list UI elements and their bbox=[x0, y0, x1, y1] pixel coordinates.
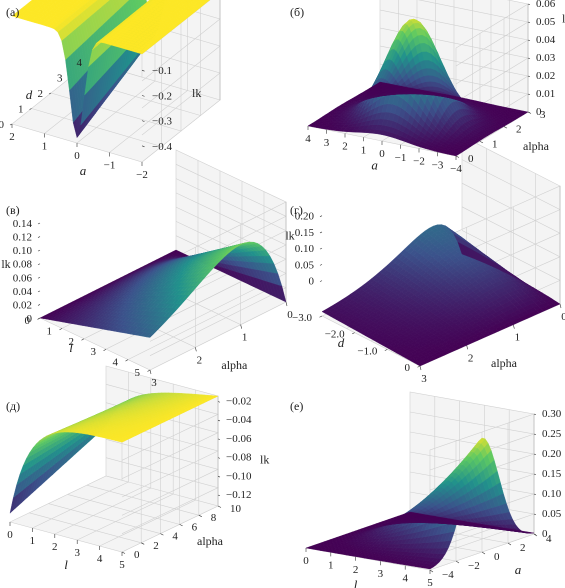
tick-mark-d bbox=[419, 365, 422, 371]
tick-mark-b bbox=[455, 155, 460, 158]
tick-mark-c bbox=[81, 338, 85, 341]
tick-mark-e bbox=[217, 494, 221, 497]
tick-mark-d bbox=[319, 215, 323, 217]
tick-mark-d bbox=[319, 264, 323, 266]
tick-mark-a bbox=[48, 92, 52, 95]
tick-mark-d bbox=[319, 231, 323, 234]
tick-mark-c bbox=[37, 317, 41, 320]
tick-mark-c bbox=[37, 290, 41, 293]
tick-mark-e bbox=[121, 551, 126, 554]
surface-layer bbox=[9, 0, 561, 570]
tick-mark-e bbox=[179, 524, 183, 527]
tick-mark-a bbox=[141, 145, 145, 148]
tick-mark-c bbox=[240, 324, 242, 329]
tick-mark-f bbox=[429, 569, 434, 573]
tick-mark-c bbox=[195, 347, 197, 352]
tick-mark-f bbox=[533, 453, 537, 456]
tick-mark-d bbox=[319, 315, 323, 318]
tick-mark-d bbox=[384, 349, 388, 351]
tick-mark-c bbox=[149, 369, 152, 375]
tick-mark-e bbox=[217, 419, 221, 422]
surface-facet bbox=[137, 50, 145, 55]
tick-mark-d bbox=[319, 280, 323, 282]
tick-mark-e bbox=[160, 533, 164, 536]
tick-mark-b bbox=[527, 3, 531, 6]
tick-mark-e bbox=[141, 542, 145, 545]
tick-mark-d bbox=[559, 303, 562, 309]
tick-mark-c bbox=[37, 304, 41, 306]
gridline-a bbox=[70, 7, 201, 116]
tick-mark-d bbox=[417, 365, 421, 368]
tick-mark-c bbox=[37, 277, 41, 279]
tick-mark-b bbox=[503, 126, 508, 129]
tick-mark-a bbox=[29, 108, 32, 110]
tick-mark-b bbox=[527, 57, 531, 60]
tick-mark-e bbox=[198, 514, 202, 517]
tick-mark-c bbox=[37, 222, 41, 225]
tick-mark-e bbox=[217, 505, 222, 508]
tick-mark-d bbox=[319, 247, 323, 250]
tick-mark-a bbox=[141, 95, 145, 97]
tick-mark-b bbox=[527, 21, 531, 24]
tick-mark-f bbox=[533, 493, 537, 496]
surface-b bbox=[307, 18, 529, 157]
tick-mark-a bbox=[141, 120, 145, 122]
tick-mark-a bbox=[141, 69, 145, 72]
tick-mark-e bbox=[217, 401, 221, 403]
gridline-a bbox=[109, 0, 188, 153]
tick-mark-c bbox=[103, 348, 107, 351]
tick-mark-e bbox=[217, 457, 221, 459]
tick-mark-d bbox=[352, 332, 355, 335]
tick-mark-a bbox=[9, 123, 13, 126]
tick-mark-b bbox=[527, 93, 531, 96]
tick-mark-f bbox=[533, 473, 537, 476]
tick-mark-f bbox=[481, 551, 486, 555]
surface-a bbox=[11, 0, 211, 138]
tick-mark-c bbox=[37, 249, 41, 252]
tick-mark-c bbox=[147, 369, 151, 372]
tick-mark-b bbox=[527, 75, 531, 78]
tick-mark-c bbox=[285, 301, 288, 307]
tick-mark-c bbox=[37, 236, 41, 238]
tick-mark-f bbox=[533, 413, 537, 416]
tick-mark-f bbox=[533, 513, 537, 516]
axes-box-a bbox=[11, 0, 221, 163]
tick-mark-f bbox=[507, 542, 512, 546]
tick-mark-e bbox=[217, 438, 221, 440]
tick-mark-e bbox=[217, 476, 221, 478]
tick-mark-d bbox=[513, 324, 515, 329]
tick-mark-c bbox=[125, 359, 129, 362]
tick-mark-b bbox=[479, 141, 484, 144]
tick-mark-d bbox=[466, 345, 468, 350]
tick-mark-f bbox=[533, 433, 537, 436]
tick-mark-b bbox=[527, 111, 531, 114]
tick-mark-f bbox=[455, 560, 460, 564]
tick-mark-f bbox=[533, 533, 537, 536]
tick-mark-c bbox=[59, 328, 63, 331]
tick-mark-b bbox=[527, 39, 531, 42]
tick-mark-c bbox=[37, 263, 41, 265]
